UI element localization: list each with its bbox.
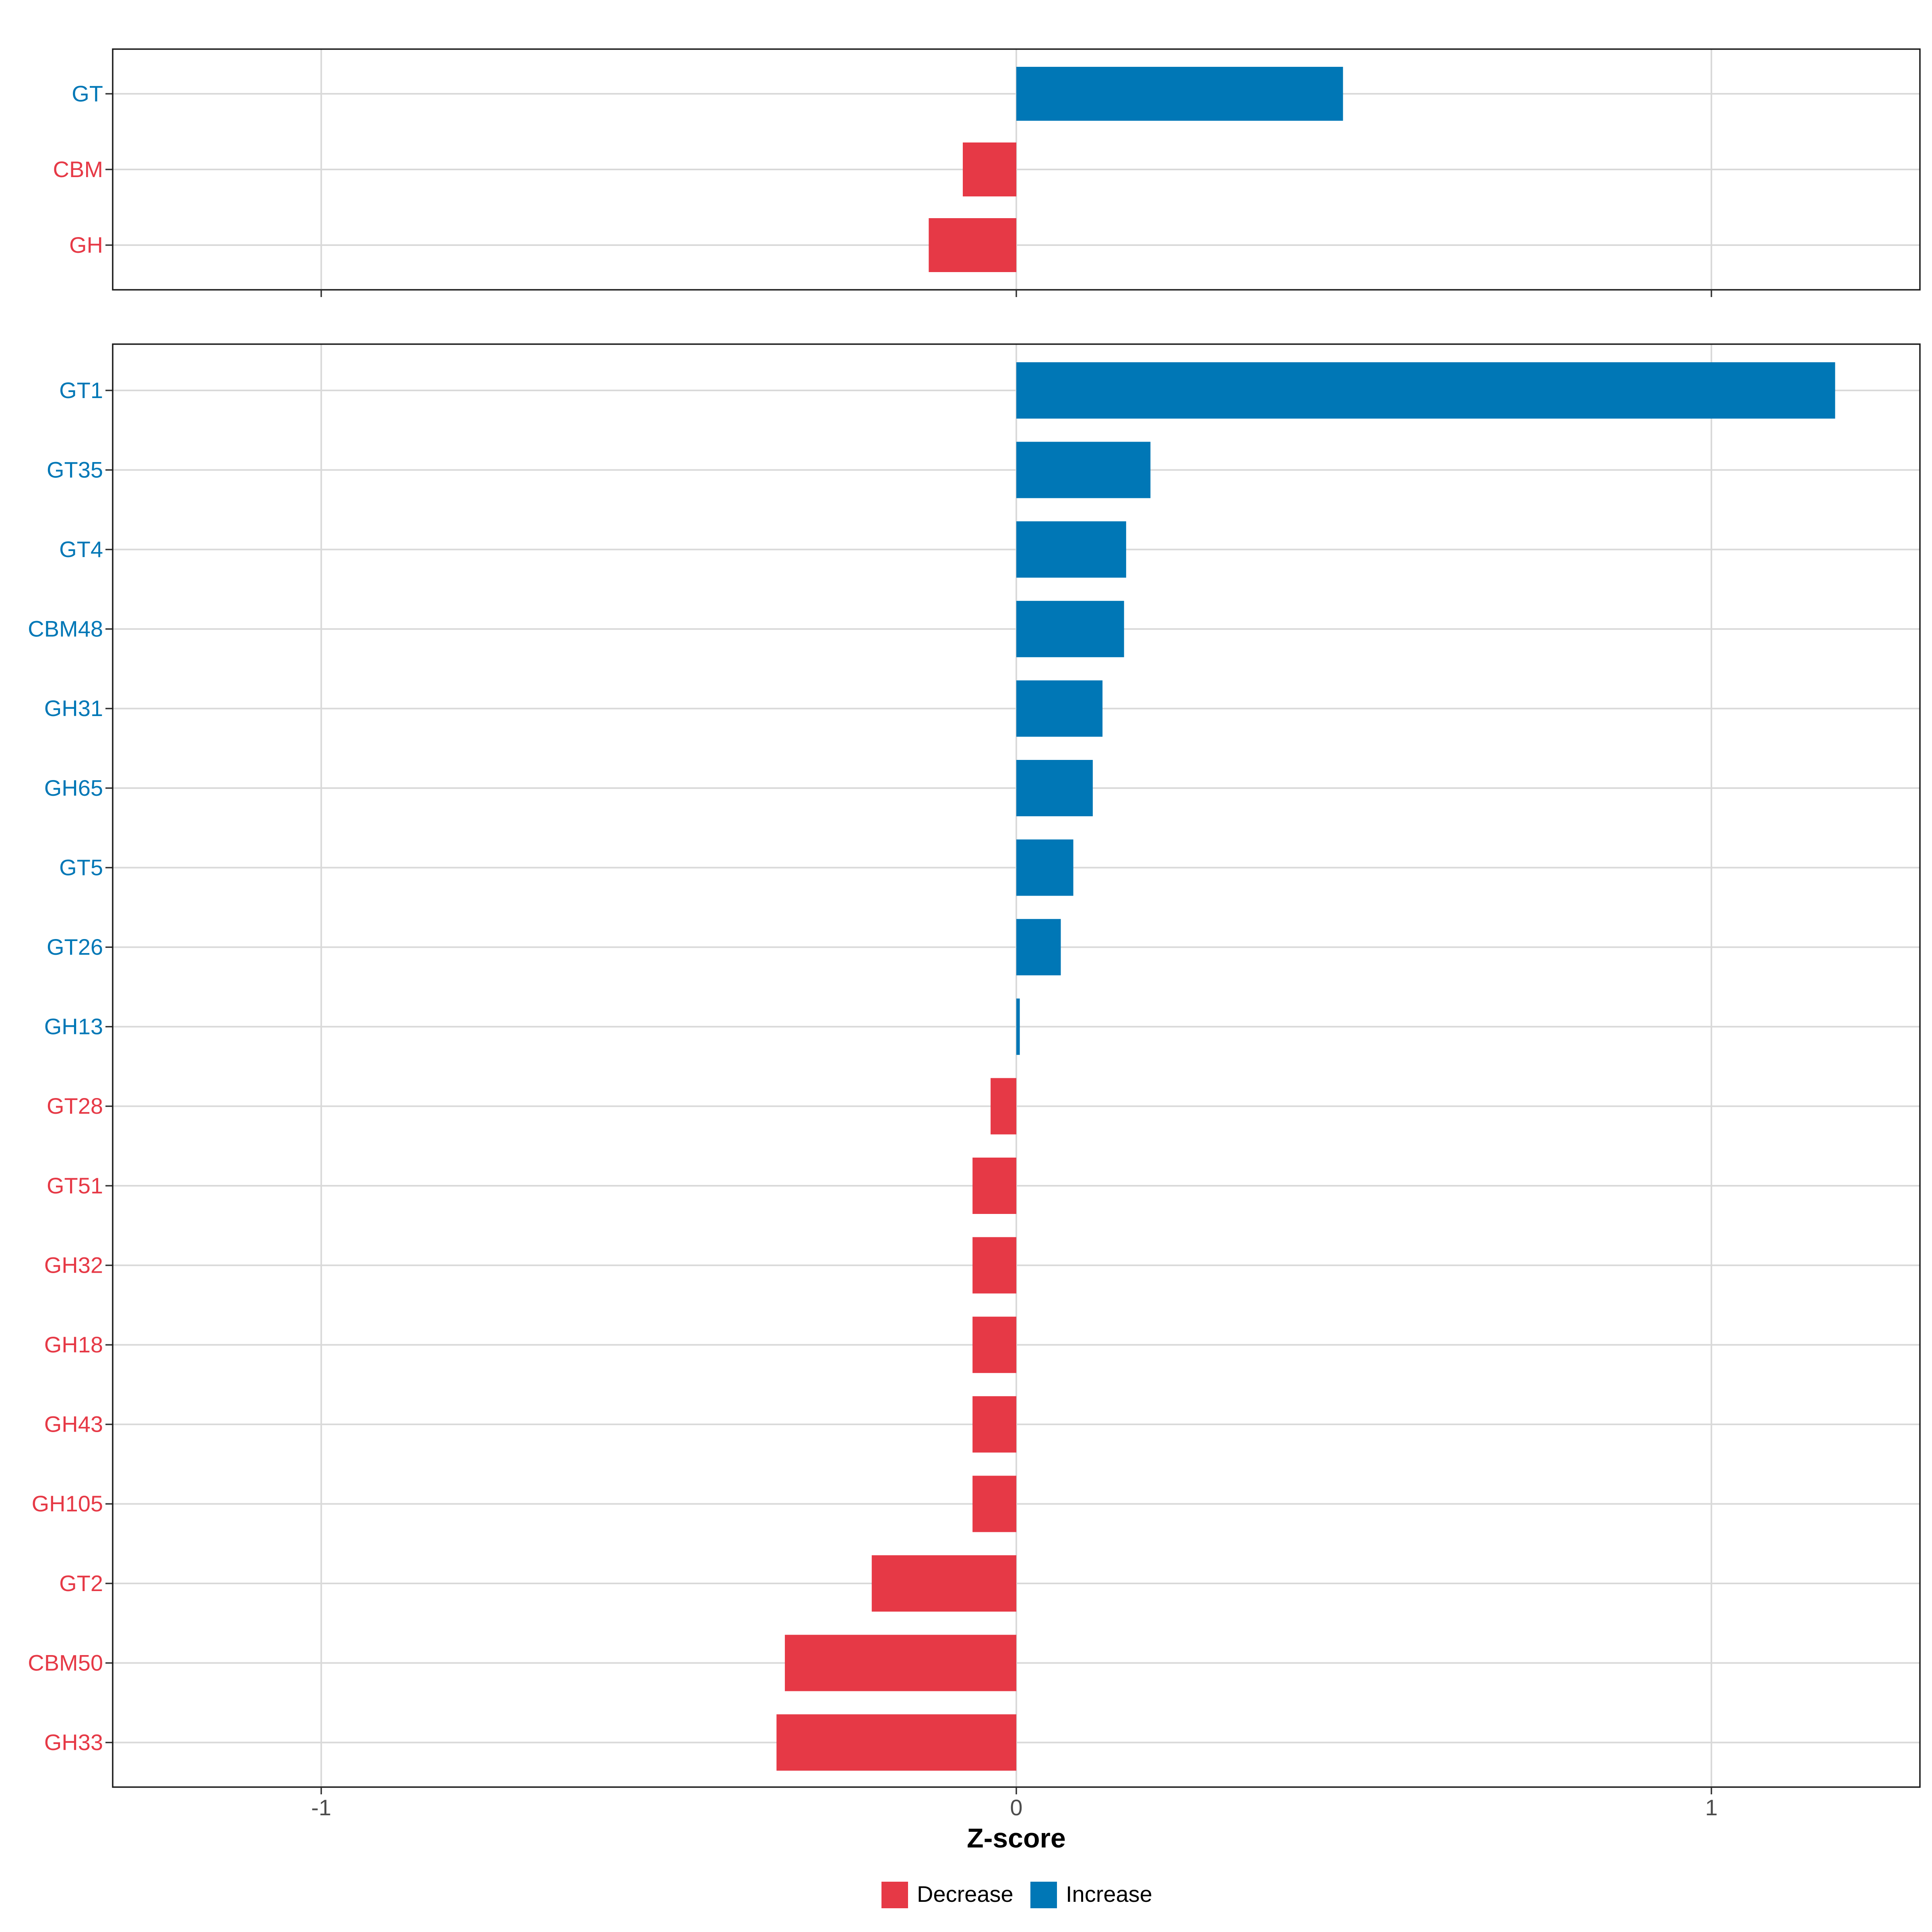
bar-gh [929,218,1016,272]
bar-gt35 [1016,442,1151,498]
y-label-gt: GT [72,81,103,106]
legend-swatch-decrease [881,1882,908,1908]
y-label-gh33: GH33 [44,1730,103,1755]
y-label-gh32: GH32 [44,1252,103,1278]
bar-gh105 [972,1476,1016,1532]
bar-gh32 [972,1237,1016,1294]
y-label-gh13: GH13 [44,1014,103,1039]
y-label-gt35: GT35 [47,457,103,482]
y-label-gt5: GT5 [59,855,103,880]
y-label-gt4: GT4 [59,537,103,562]
bar-cbm50 [784,1635,1016,1691]
bar-gh13 [1016,998,1020,1055]
y-label-gt51: GT51 [47,1173,103,1198]
y-label-gh105: GH105 [32,1491,103,1516]
y-label-gt1: GT1 [59,378,103,403]
x-tick-label: 0 [1010,1795,1022,1820]
bar-gh65 [1016,760,1093,816]
y-label-gh: GH [69,232,103,258]
y-label-cbm50: CBM50 [28,1650,103,1675]
family-panel: GT1 GT35 GT4 CBM48 GH31 GH65 GT5 GT26 GH13 GT28 GT… [28,343,1921,1794]
legend-label-decrease: Decrease [917,1881,1013,1907]
x-axis-title: Z-score [967,1823,1066,1854]
bar-gt4 [1016,521,1126,578]
y-label-cbm: CBM [53,157,103,182]
legend: Decrease Increase [881,1881,1152,1908]
bar-gt26 [1016,919,1061,976]
x-axis: -1 0 1 [311,1795,1717,1820]
y-label-gh65: GH65 [44,775,103,801]
y-label-gt26: GT26 [47,934,103,960]
bar-gh43 [972,1396,1016,1453]
bar-cbm48 [1016,601,1124,657]
bar-gt1 [1016,362,1835,419]
bar-gh18 [972,1317,1016,1373]
legend-label-increase: Increase [1066,1881,1152,1907]
y-label-gh43: GH43 [44,1412,103,1437]
y-label-gt28: GT28 [47,1093,103,1119]
bar-cbm [963,142,1016,196]
y-label-gt2: GT2 [59,1571,103,1596]
legend-swatch-increase [1030,1882,1057,1908]
x-tick-label: 1 [1705,1795,1717,1820]
y-label-gh31: GH31 [44,696,103,721]
class-panel: GT CBM GH [53,48,1921,297]
bar-gh31 [1016,680,1103,737]
bar-gt28 [991,1078,1016,1135]
bar-gh33 [776,1714,1016,1771]
bar-gt51 [972,1158,1016,1214]
bar-gt [1016,67,1343,121]
y-label-gh18: GH18 [44,1332,103,1357]
x-tick-label: -1 [311,1795,331,1820]
bar-gt5 [1016,839,1073,896]
y-label-cbm48: CBM48 [28,616,103,642]
bar-gt2 [871,1555,1016,1612]
